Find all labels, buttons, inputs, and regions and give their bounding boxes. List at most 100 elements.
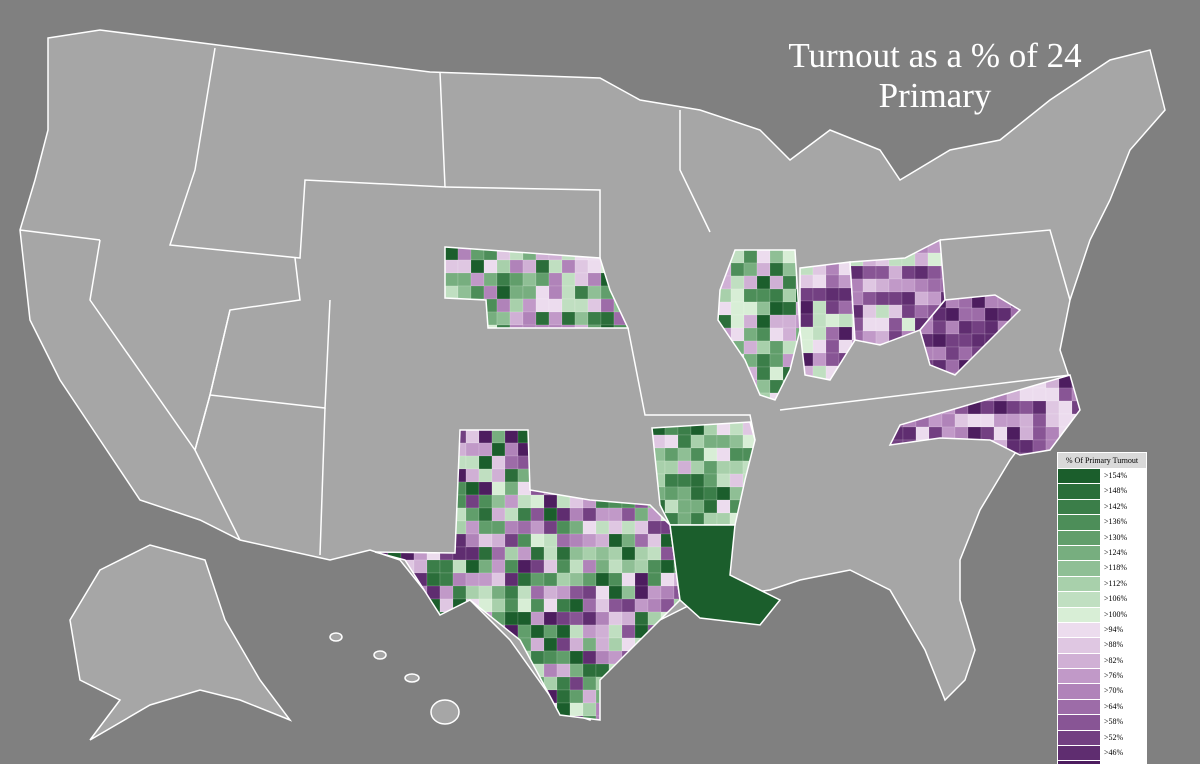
county <box>478 494 493 509</box>
county <box>491 442 506 457</box>
county <box>729 460 744 475</box>
county <box>530 494 545 509</box>
county <box>1045 400 1060 415</box>
county <box>940 278 945 293</box>
county <box>1058 387 1073 402</box>
county <box>452 689 467 704</box>
county <box>375 559 389 574</box>
county <box>730 314 745 329</box>
county <box>716 512 731 525</box>
county <box>595 585 610 600</box>
county <box>517 611 532 626</box>
county <box>387 559 402 574</box>
county <box>587 311 602 326</box>
county <box>673 663 680 678</box>
county <box>997 307 1012 322</box>
legend-item: >58% <box>1058 714 1146 730</box>
county <box>569 689 584 704</box>
county <box>569 507 584 522</box>
county <box>543 572 558 587</box>
county <box>756 366 771 381</box>
county-group <box>445 247 628 328</box>
county <box>478 676 493 691</box>
county <box>517 624 532 639</box>
county <box>647 676 662 691</box>
county <box>465 689 480 704</box>
county <box>452 585 467 600</box>
county <box>595 598 610 613</box>
legend-item: >94% <box>1058 621 1146 638</box>
county <box>478 442 493 457</box>
county <box>569 663 584 678</box>
county <box>677 434 692 449</box>
legend-swatch <box>1058 576 1100 592</box>
county <box>517 676 532 691</box>
county <box>426 611 441 626</box>
legend-item: >142% <box>1058 498 1146 515</box>
legend-item: >70% <box>1058 683 1146 699</box>
county <box>556 689 571 704</box>
county <box>838 326 853 341</box>
county <box>743 288 758 303</box>
county <box>478 533 493 548</box>
county <box>465 494 480 509</box>
county <box>703 460 718 475</box>
county <box>426 572 441 587</box>
county <box>782 288 797 303</box>
county <box>967 413 982 428</box>
county <box>743 250 758 264</box>
county <box>621 663 636 678</box>
legend-swatch <box>1058 499 1100 515</box>
county <box>901 304 916 319</box>
county <box>915 426 930 441</box>
legend-item: >136% <box>1058 514 1146 530</box>
legend-label: >106% <box>1100 592 1146 607</box>
county <box>530 572 545 587</box>
county <box>530 533 545 548</box>
county <box>634 520 649 535</box>
county <box>984 320 999 335</box>
state-outline <box>919 294 1022 376</box>
county <box>465 702 480 717</box>
legend-label: >148% <box>1100 484 1146 499</box>
county <box>634 611 649 626</box>
county <box>517 598 532 613</box>
county <box>660 546 675 561</box>
county <box>543 559 558 574</box>
county <box>647 624 662 639</box>
county <box>491 468 506 483</box>
county <box>504 650 519 665</box>
county <box>608 715 623 720</box>
county <box>677 512 692 525</box>
county <box>465 637 480 652</box>
county <box>634 585 649 600</box>
county <box>825 339 840 354</box>
county <box>677 473 692 488</box>
county <box>483 259 498 274</box>
county <box>1019 426 1034 441</box>
county <box>445 247 459 261</box>
county <box>595 702 610 717</box>
county <box>491 494 506 509</box>
county <box>517 702 532 717</box>
county <box>945 359 960 374</box>
title-line: Turnout as a % of 24 <box>788 36 1082 75</box>
county <box>375 715 389 720</box>
legend-swatch <box>1058 530 1100 545</box>
legend-label: >118% <box>1100 561 1146 576</box>
county <box>517 572 532 587</box>
county <box>465 481 480 496</box>
county <box>608 520 623 535</box>
county <box>375 637 389 652</box>
county <box>634 598 649 613</box>
county <box>556 611 571 626</box>
county <box>769 327 784 342</box>
county <box>769 275 784 290</box>
county <box>595 624 610 639</box>
county <box>634 546 649 561</box>
county <box>595 650 610 665</box>
state-border <box>444 186 601 258</box>
county <box>496 272 511 287</box>
county <box>491 533 506 548</box>
